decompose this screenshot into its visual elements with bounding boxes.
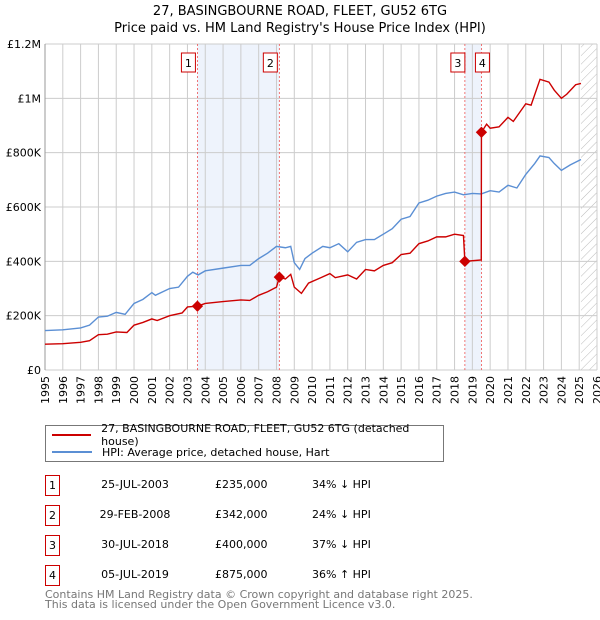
x-tick-label: 1995 (39, 376, 52, 404)
x-tick-label: 2006 (235, 376, 248, 404)
x-tick-label: 2019 (466, 376, 479, 404)
sale-number-box: 1 (45, 475, 60, 496)
legend-label-property: 27, BASINGBOURNE ROAD, FLEET, GU52 6TG (… (101, 422, 410, 448)
sale-number: 4 (479, 57, 486, 70)
x-tick-label: 2014 (377, 376, 390, 404)
sale-row: 4 05-JUL-2019 £875,000 36% ↑ HPI (45, 565, 445, 586)
x-tick-label: 2025 (573, 376, 586, 404)
x-tick-label: 2017 (431, 376, 444, 404)
chart-title: 27, BASINGBOURNE ROAD, FLEET, GU52 6TG (152, 4, 448, 19)
x-tick-label: 2023 (538, 376, 551, 404)
sale-date: 25-JUL-2003 (101, 478, 169, 491)
sale-hpi-diff: 24% ↓ HPI (312, 508, 371, 521)
legend-red-line (52, 434, 92, 436)
x-tick-label: 2015 (395, 376, 408, 404)
y-tick-label: £0 (27, 364, 41, 377)
sale-date: 05-JUL-2019 (101, 568, 169, 581)
x-tick-label: 2010 (306, 376, 319, 404)
legend-blue-line (52, 451, 92, 453)
legend-label-hpi: HPI: Average price, detached house, Hart (102, 445, 330, 459)
sale-hpi-diff: 37% ↓ HPI (312, 538, 371, 551)
series-line (44, 155, 582, 332)
y-tick-label: £400K (6, 255, 42, 268)
x-tick-label: 2004 (199, 376, 212, 404)
x-tick-label: 2008 (270, 376, 283, 404)
sale-price: £342,000 (215, 508, 268, 521)
x-tick-label: 2020 (484, 376, 497, 404)
sale-row: 3 30-JUL-2018 £400,000 37% ↓ HPI (45, 535, 445, 556)
x-tick-label: 2007 (253, 376, 266, 404)
x-tick-label: 2001 (146, 376, 159, 404)
price-chart: 1995 1996 1997 1998 1999 2000 2001 2002 2003 2004… (6, 38, 600, 404)
x-tick-label: 2011 (324, 376, 337, 404)
sale-row: 2 29-FEB-2008 £342,000 24% ↓ HPI (45, 505, 445, 526)
x-tick-label: 2000 (128, 376, 141, 404)
sale-row: 1 25-JUL-2003 £235,000 34% ↓ HPI (45, 475, 445, 496)
sale-marker (475, 126, 488, 138)
sale-price: £875,000 (215, 568, 268, 581)
x-tick-label: 2005 (217, 376, 230, 404)
sale-price: £400,000 (215, 538, 268, 551)
x-tick-label: 2024 (555, 376, 568, 404)
sale-marker (191, 300, 204, 312)
chart-subtitle: Price paid vs. HM Land Registry's House … (114, 21, 486, 36)
x-tick-label: 1999 (110, 376, 123, 404)
x-tick-label: 2003 (181, 376, 194, 404)
legend: 27, BASINGBOURNE ROAD, FLEET, GU52 6TG (… (45, 422, 444, 462)
series-line (44, 78, 582, 345)
y-tick-label: £1M (18, 92, 42, 105)
sale-date: 30-JUL-2018 (101, 538, 169, 551)
x-tick-label: 2016 (413, 376, 426, 404)
x-tick-label: 2018 (449, 376, 462, 404)
sale-number: 1 (185, 57, 192, 70)
sale-number: 3 (454, 57, 461, 70)
x-tick-label: 1997 (75, 376, 88, 404)
sale-number: 2 (267, 57, 274, 70)
sale-marker (459, 255, 471, 267)
sale-number-box (474, 52, 490, 73)
y-tick-label: £600K (6, 201, 42, 214)
sale-price: £235,000 (215, 478, 268, 491)
x-tick-label: 2022 (520, 376, 533, 404)
y-tick-label: £1.2M (7, 38, 41, 51)
sale-marker (273, 271, 285, 283)
sale-number-box (450, 52, 466, 73)
x-tick-label: 2021 (502, 376, 515, 404)
x-tick-label: 2012 (342, 376, 355, 404)
x-tick-label: 2002 (164, 376, 177, 404)
sale-number-box: 4 (45, 565, 60, 586)
sale-date: 29-FEB-2008 (99, 508, 171, 521)
sale-hpi-diff: 36% ↑ HPI (312, 568, 371, 581)
sale-hpi-diff: 34% ↓ HPI (312, 478, 371, 491)
footer-copyright: Contains HM Land Registry data © Crown c… (45, 588, 473, 601)
x-tick-label: 1996 (57, 376, 70, 404)
sale-number-box (180, 52, 196, 73)
y-tick-label: £800K (6, 147, 42, 160)
y-tick-label: £200K (6, 310, 42, 323)
x-tick-label: 1998 (92, 376, 105, 404)
footer-licence: This data is licensed under the Open Gov… (45, 598, 396, 611)
x-tick-label: 2026 (591, 376, 600, 404)
sale-number-box (262, 52, 278, 73)
sale-number-box: 3 (45, 535, 60, 556)
sale-number-box: 2 (45, 505, 60, 526)
x-tick-label: 2013 (360, 376, 373, 404)
x-tick-label: 2009 (288, 376, 301, 404)
